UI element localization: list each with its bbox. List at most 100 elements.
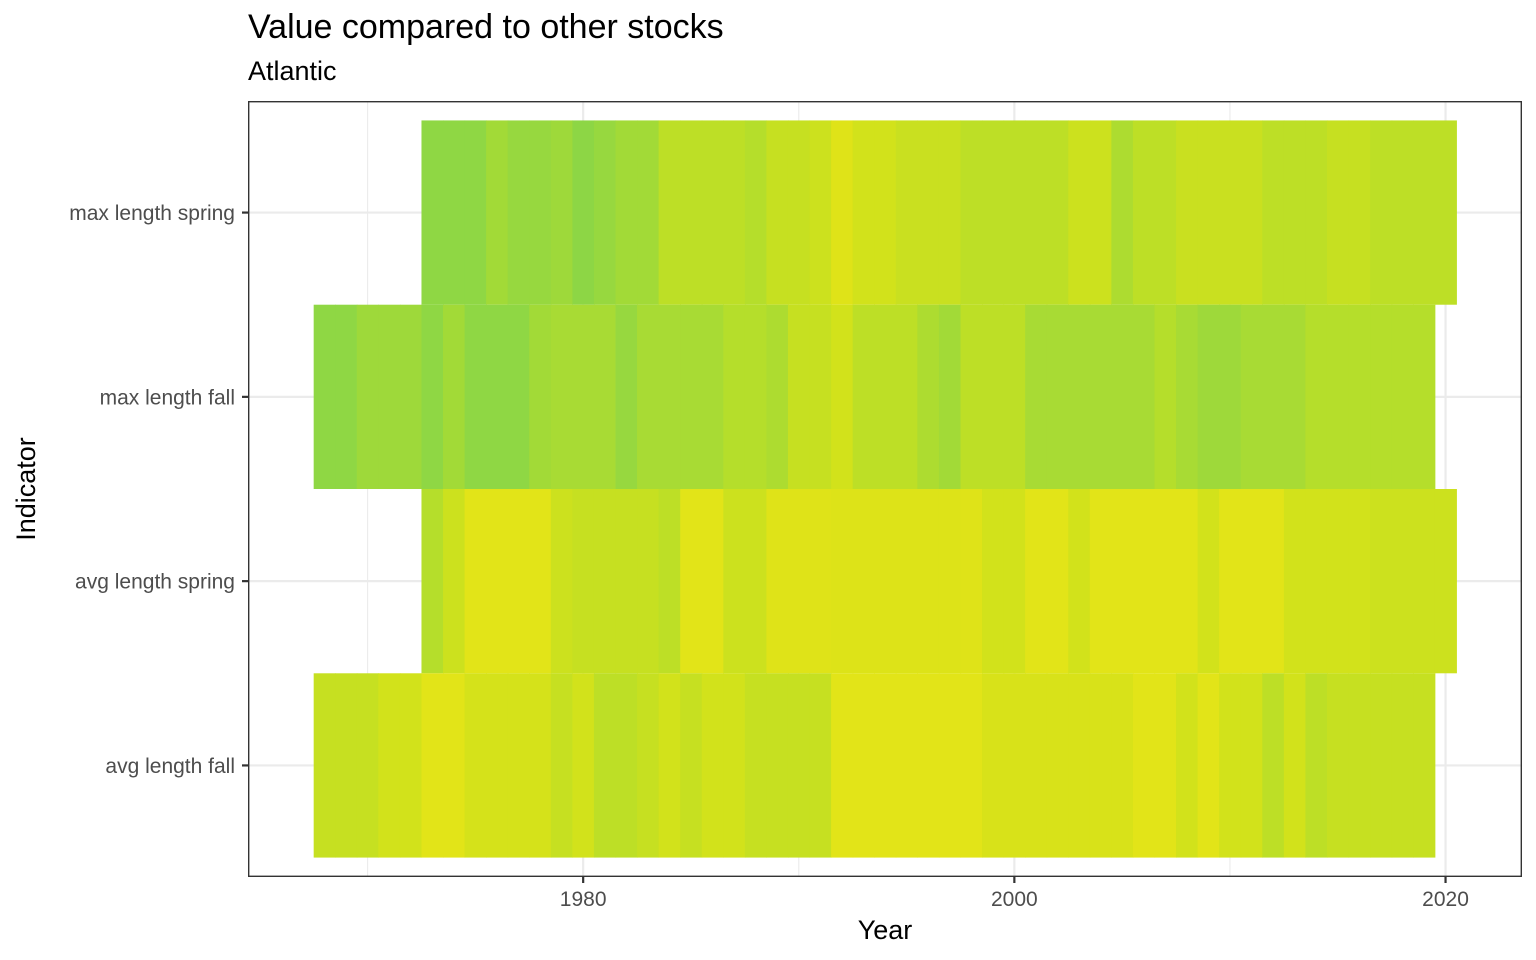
heatmap-cell <box>378 673 401 858</box>
heatmap-cell <box>787 304 811 489</box>
heatmap-cell <box>572 120 595 305</box>
heatmap-cell <box>982 489 1005 674</box>
heatmap-cell <box>723 673 746 858</box>
heatmap-cell <box>874 304 897 489</box>
heatmap-cell <box>378 304 401 489</box>
heatmap-cell <box>464 120 487 305</box>
heatmap-cell <box>874 120 897 305</box>
heatmap-cell <box>1111 304 1134 489</box>
heatmap-cell <box>960 304 983 489</box>
heatmap-cell <box>1305 120 1328 305</box>
heatmap-cell <box>874 489 897 674</box>
heatmap-cell <box>1025 673 1048 858</box>
heatmap-cell <box>421 304 444 489</box>
heatmap-cell <box>615 304 638 489</box>
heatmap-cell <box>1262 489 1285 674</box>
heatmap-cell <box>831 489 854 674</box>
heatmap-cell <box>1219 304 1242 489</box>
heatmap-cell <box>507 120 530 305</box>
heatmap-cell <box>1413 120 1436 305</box>
heatmap-cell <box>1240 120 1263 305</box>
heatmap-cell <box>1154 304 1177 489</box>
heatmap-cell <box>1262 673 1285 858</box>
heatmap-cell <box>701 673 724 858</box>
heatmap-cell <box>1111 120 1134 305</box>
heatmap-cell <box>766 673 789 858</box>
heatmap-cell <box>1089 489 1112 674</box>
heatmap-cell <box>335 304 358 489</box>
heatmap-cell <box>443 673 466 858</box>
heatmap-cell <box>529 673 552 858</box>
heatmap-cell <box>507 304 530 489</box>
heatmap-cell <box>1305 673 1328 858</box>
heatmap-cell <box>1111 489 1134 674</box>
heatmap-cell <box>1176 304 1199 489</box>
heatmap-cell <box>680 489 703 674</box>
heatmap-cell <box>982 673 1005 858</box>
heatmap-cell <box>486 673 509 858</box>
heatmap-cell <box>1391 304 1414 489</box>
x-tick-label: 2000 <box>991 888 1038 911</box>
heatmap-cell <box>593 120 617 305</box>
x-axis: 1980 2000 2020 <box>560 876 1469 911</box>
heatmap-cell <box>464 489 487 674</box>
heatmap-cell <box>1154 120 1177 305</box>
heatmap-cell <box>938 304 962 489</box>
heatmap-cell <box>1305 489 1328 674</box>
heatmap-cell <box>1003 489 1026 674</box>
heatmap-cell <box>637 120 660 305</box>
heatmap-cell <box>1326 120 1350 305</box>
heatmap-cell <box>960 120 983 305</box>
heatmap-cell <box>1413 304 1436 489</box>
heatmap-cell <box>1176 673 1199 858</box>
heatmap-cell <box>1413 673 1436 858</box>
heatmap-cell <box>1391 120 1414 305</box>
heatmap-cell <box>852 673 875 858</box>
heatmap-cell <box>1089 304 1112 489</box>
heatmap-cell <box>399 673 423 858</box>
heatmap-cell <box>874 673 897 858</box>
heatmap-cell <box>938 673 962 858</box>
heatmap-cell <box>744 673 768 858</box>
heatmap-cell <box>1154 673 1177 858</box>
heatmap-cell <box>809 304 832 489</box>
heatmap-cell <box>421 120 444 305</box>
heatmap-cell <box>701 489 724 674</box>
heatmap-cell <box>1283 673 1307 858</box>
heatmap-cell <box>766 120 789 305</box>
heatmap-cell <box>723 304 746 489</box>
heatmap-cell <box>1413 489 1436 674</box>
heatmap-cell <box>1046 120 1069 305</box>
heatmap-cell <box>1025 304 1048 489</box>
heatmap-cell <box>960 673 983 858</box>
heatmap-cell <box>1240 489 1263 674</box>
heatmap-cell <box>356 304 379 489</box>
heatmap-cell <box>313 304 336 489</box>
heatmap-cell <box>701 304 724 489</box>
y-tick-label: max length fall <box>100 386 235 409</box>
heatmap-cell <box>1046 673 1069 858</box>
heatmap-cell <box>1370 489 1393 674</box>
heatmap-cell <box>1197 120 1220 305</box>
x-tick-label: 1980 <box>560 888 607 911</box>
y-tick-label: max length spring <box>69 202 235 225</box>
heatmap-cell <box>680 120 703 305</box>
heatmap-cell <box>938 489 962 674</box>
heatmap-cell <box>723 120 746 305</box>
heatmap-cell <box>658 673 681 858</box>
chart-title: Value compared to other stocks <box>248 8 724 46</box>
heatmap-cell <box>637 489 660 674</box>
heatmap-cell <box>917 304 940 489</box>
heatmap-cell <box>572 304 595 489</box>
heatmap-cell <box>831 304 854 489</box>
heatmap-cell <box>572 489 595 674</box>
heatmap-cell <box>809 120 832 305</box>
heatmap-cell <box>1003 304 1026 489</box>
heatmap-cell <box>529 489 552 674</box>
heatmap-cell <box>1219 673 1242 858</box>
heatmap-cell <box>1068 304 1091 489</box>
heatmap-cell <box>1370 304 1393 489</box>
y-axis: avg length fall avg length spring max leng… <box>69 202 249 778</box>
heatmap-cell <box>615 673 638 858</box>
heatmap-cell <box>1326 673 1350 858</box>
